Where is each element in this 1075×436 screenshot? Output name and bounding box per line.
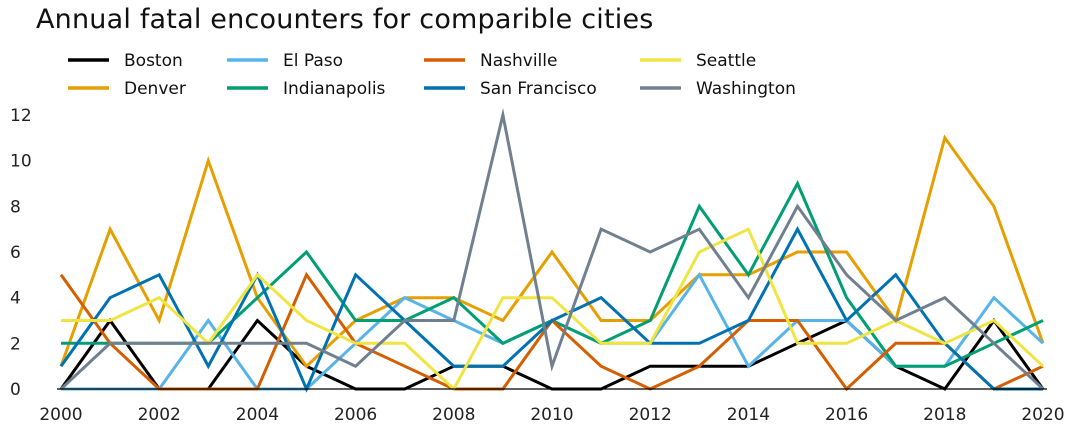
chart-title: Annual fatal encounters for comparible c… xyxy=(36,4,654,35)
legend-item-boston: Boston xyxy=(68,51,183,71)
y-tick-label: 4 xyxy=(10,289,21,309)
legend-label: Seattle xyxy=(696,51,756,71)
x-tick-label: 2010 xyxy=(530,405,573,425)
y-tick-label: 8 xyxy=(10,197,21,217)
y-tick-label: 12 xyxy=(10,106,32,126)
x-tick-label: 2018 xyxy=(923,405,966,425)
legend-item-nashville: Nashville xyxy=(424,51,557,71)
y-axis-tick-labels: 0 2 4 6 8 10 12 xyxy=(10,106,32,400)
x-tick-label: 2000 xyxy=(39,405,82,425)
legend-item-san-francisco: San Francisco xyxy=(424,79,597,99)
legend-label: Boston xyxy=(124,51,183,71)
legend-label: Denver xyxy=(124,79,186,99)
x-tick-label: 2002 xyxy=(138,405,181,425)
x-axis-tick-labels: 2000 2002 2004 2006 2008 2010 2012 2014 2016 2018… xyxy=(39,405,1064,425)
series-line-seattle xyxy=(61,227,1045,392)
legend-label: San Francisco xyxy=(480,79,597,99)
legend-label: Nashville xyxy=(480,51,557,71)
legend-item-indianapolis: Indianapolis xyxy=(227,79,386,99)
x-tick-label: 2008 xyxy=(432,405,475,425)
series-line-san-francisco xyxy=(59,226,1043,393)
x-tick-label: 2004 xyxy=(236,405,279,425)
series-line-washington xyxy=(59,107,1045,391)
legend-item-seattle: Seattle xyxy=(640,51,756,71)
y-tick-label: 0 xyxy=(10,380,21,400)
y-tick-label: 6 xyxy=(10,243,21,263)
x-tick-label: 2012 xyxy=(629,405,672,425)
series-line-denver xyxy=(59,134,1045,369)
series-line-el-paso xyxy=(61,271,1045,391)
x-tick-label: 2014 xyxy=(727,405,770,425)
legend-item-denver: Denver xyxy=(68,79,186,99)
legend-label: El Paso xyxy=(283,51,343,71)
series-line-nashville xyxy=(59,271,1044,392)
legend-item-el-paso: El Paso xyxy=(227,51,343,71)
y-tick-label: 2 xyxy=(10,334,21,354)
x-tick-label: 2006 xyxy=(334,405,377,425)
legend: Boston Denver El Paso Indianapolis Nashville… xyxy=(68,51,796,99)
series-lines xyxy=(59,107,1045,393)
series-line-boston xyxy=(59,317,1045,391)
x-tick-label: 2020 xyxy=(1021,405,1064,425)
legend-item-washington: Washington xyxy=(640,79,796,99)
legend-label: Indianapolis xyxy=(283,79,386,99)
legend-label: Washington xyxy=(696,79,796,99)
y-tick-label: 10 xyxy=(10,152,32,172)
x-tick-label: 2016 xyxy=(825,405,868,425)
